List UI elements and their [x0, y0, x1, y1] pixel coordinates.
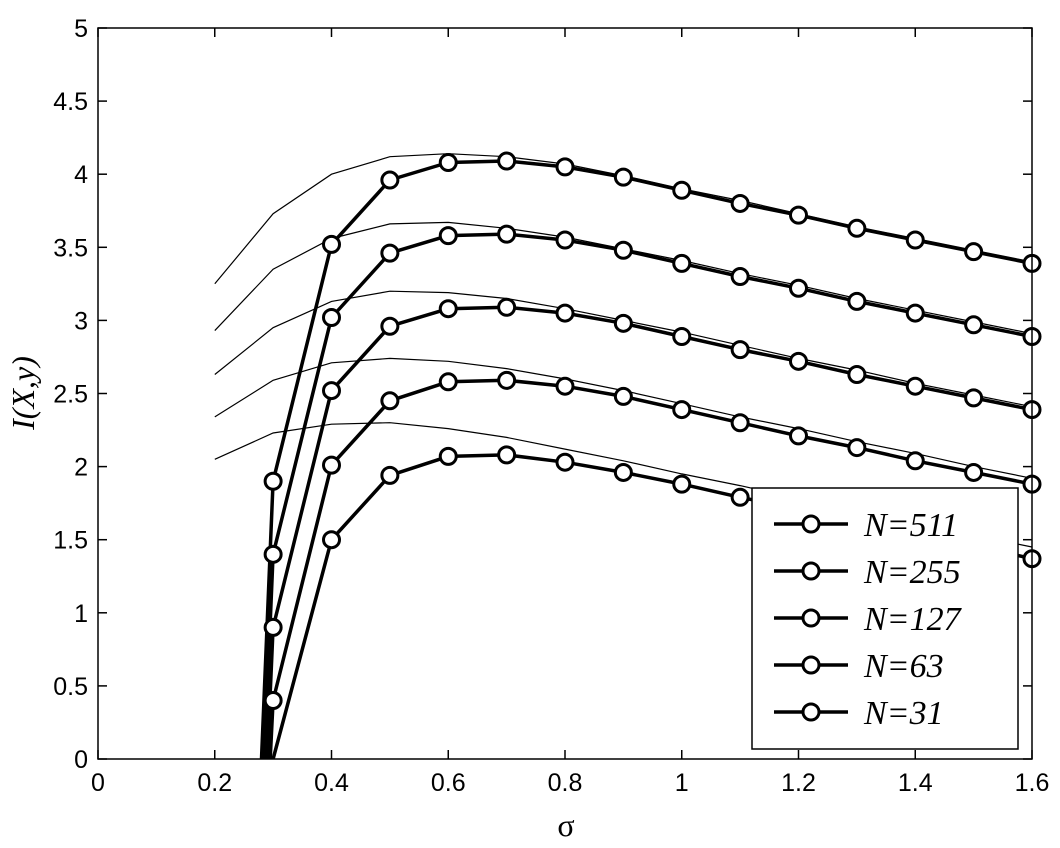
data-point	[555, 452, 575, 472]
data-point	[730, 267, 750, 287]
data-point	[964, 388, 984, 408]
data-point	[672, 326, 692, 346]
y-tick-label: 2	[74, 454, 88, 482]
data-point	[380, 391, 400, 411]
data-point	[613, 240, 633, 260]
y-tick-label: 2.5	[53, 381, 88, 409]
x-tick-label: 1.4	[898, 769, 933, 797]
data-point	[730, 193, 750, 213]
data-point	[905, 303, 925, 323]
data-point	[672, 474, 692, 494]
data-point	[438, 446, 458, 466]
data-point	[613, 386, 633, 406]
data-point	[497, 297, 517, 317]
legend-swatch-marker	[801, 561, 821, 581]
data-point	[555, 376, 575, 396]
x-axis-label: σ	[557, 807, 574, 843]
data-point	[497, 370, 517, 390]
data-point	[964, 315, 984, 335]
data-point	[905, 451, 925, 471]
data-point	[789, 278, 808, 298]
data-point	[497, 445, 517, 465]
data-point	[964, 462, 984, 482]
y-tick-label: 5	[74, 15, 88, 43]
x-tick-label: 0	[91, 769, 105, 797]
data-point	[964, 242, 984, 262]
data-point	[438, 372, 458, 392]
x-tick-label: 0.6	[431, 769, 466, 797]
data-point	[555, 157, 575, 177]
data-point	[555, 230, 575, 250]
y-tick-label: 0.5	[53, 673, 88, 701]
data-point	[263, 544, 283, 564]
data-point	[847, 291, 867, 311]
data-point	[730, 487, 750, 507]
y-tick-label: 4.5	[53, 88, 88, 116]
data-point	[263, 691, 283, 711]
legend-swatch-marker	[801, 514, 821, 534]
data-point	[322, 530, 341, 550]
ticks-layer: 0 0.2 0.4 0.6 0.8 1 1.2 1.4 1.6 0 0.5 1 1.5 2 2.5 3 3.5 4…	[53, 15, 1049, 797]
data-point	[497, 224, 517, 244]
legend-label: N=127	[863, 601, 963, 638]
y-tick-label: 0	[74, 746, 88, 774]
y-tick-label: 1	[74, 600, 88, 628]
data-point	[847, 364, 867, 384]
data-point	[380, 170, 400, 190]
data-point	[497, 151, 517, 171]
data-point	[789, 205, 808, 225]
data-point	[263, 617, 283, 637]
legend-swatch-marker	[801, 608, 821, 628]
y-tick-label: 3	[74, 307, 88, 335]
data-point	[438, 153, 458, 173]
legend: N=511 N=255 N=127 N=63 N=31	[751, 487, 1019, 750]
data-point	[905, 376, 925, 396]
legend-label: N=511	[863, 507, 958, 544]
legend-swatch-marker	[801, 702, 821, 722]
markers-layer	[263, 151, 1042, 711]
data-point	[789, 351, 808, 371]
data-point	[847, 218, 867, 238]
data-point	[263, 471, 283, 491]
x-tick-label: 1.2	[781, 769, 816, 797]
data-point	[847, 438, 867, 458]
data-point	[322, 234, 341, 254]
data-point	[905, 230, 925, 250]
data-point	[730, 340, 750, 360]
data-point	[380, 465, 400, 485]
data-point	[555, 303, 575, 323]
data-point	[438, 299, 458, 319]
data-point	[672, 400, 692, 420]
data-point	[322, 307, 341, 327]
legend-label: N=31	[863, 695, 944, 732]
x-tick-label: 0.2	[197, 769, 232, 797]
x-tick-label: 1	[675, 769, 689, 797]
data-point	[322, 455, 341, 475]
y-axis-label: I(X,y)	[5, 356, 41, 431]
data-point	[789, 426, 808, 446]
plot-area-frame	[97, 27, 1033, 760]
data-point	[613, 167, 633, 187]
y-tick-label: 3.5	[53, 234, 88, 262]
data-point	[322, 381, 341, 401]
data-point	[672, 180, 692, 200]
legend-label: N=63	[863, 648, 944, 685]
x-tick-label: 1.6	[1015, 769, 1050, 797]
legend-swatch-marker	[801, 655, 821, 675]
x-tick-label: 0.4	[314, 769, 349, 797]
y-tick-label: 1.5	[53, 527, 88, 555]
data-point	[730, 413, 750, 433]
data-point	[380, 243, 400, 263]
data-point	[438, 226, 458, 246]
legend-label: N=255	[863, 554, 961, 591]
y-tick-label: 4	[74, 161, 88, 189]
data-point	[672, 253, 692, 273]
data-point	[380, 316, 400, 336]
data-point	[613, 313, 633, 333]
x-tick-label: 0.8	[548, 769, 583, 797]
data-point	[613, 462, 633, 482]
